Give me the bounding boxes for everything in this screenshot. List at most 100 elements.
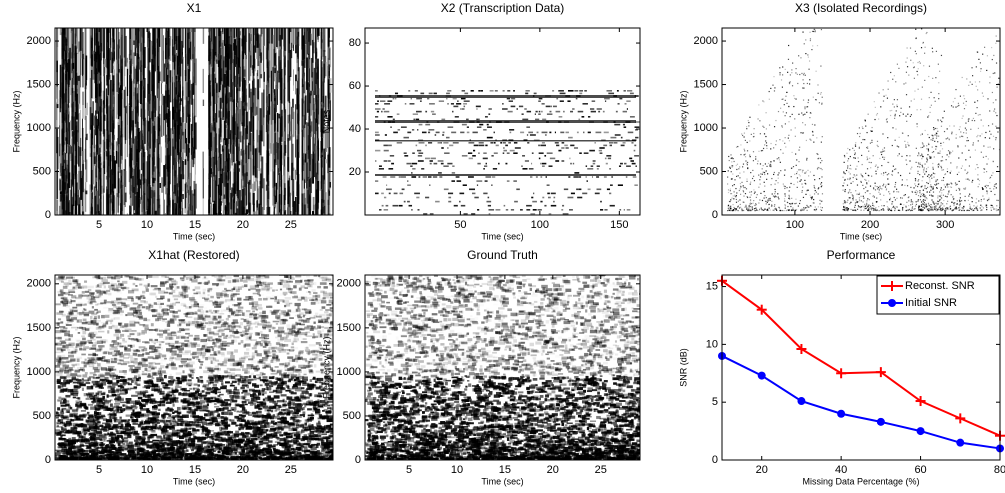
texture [82, 192, 84, 211]
texture [532, 152, 534, 154]
texture [375, 103, 378, 105]
texture [915, 192, 916, 193]
texture [311, 78, 312, 95]
texture [905, 116, 906, 117]
texture [736, 165, 737, 166]
texture [389, 193, 391, 195]
texture [112, 143, 114, 175]
texture [140, 60, 142, 66]
texture [107, 77, 108, 110]
texture [737, 164, 738, 165]
texture [785, 100, 786, 101]
texture [821, 142, 822, 143]
texture [728, 209, 729, 210]
texture [753, 200, 754, 201]
texture [118, 32, 120, 42]
texture [730, 210, 731, 211]
texture [560, 100, 564, 102]
texture [477, 163, 480, 165]
texture [443, 142, 448, 144]
texture [384, 111, 389, 113]
texture [242, 49, 244, 81]
texture [747, 164, 748, 165]
texture [57, 99, 59, 104]
texture [295, 81, 296, 94]
texture [763, 127, 764, 128]
texture [479, 145, 484, 147]
texture [222, 34, 223, 43]
texture [597, 165, 600, 167]
texture [583, 132, 584, 134]
texture [62, 67, 64, 98]
texture [253, 204, 255, 212]
texture [783, 183, 784, 184]
texture [391, 163, 394, 165]
texture [791, 210, 792, 211]
texture [750, 197, 751, 198]
texture [192, 194, 194, 215]
texture [856, 166, 857, 167]
texture [808, 102, 809, 103]
texture [161, 28, 163, 61]
texture [379, 209, 382, 211]
texture [86, 90, 87, 103]
texture [912, 204, 913, 205]
texture [75, 38, 77, 46]
texture [745, 187, 746, 188]
texture [797, 177, 798, 178]
texture [806, 205, 807, 206]
texture [453, 142, 459, 144]
texture [213, 121, 214, 130]
texture [292, 207, 293, 215]
texture [190, 80, 191, 98]
texture [515, 147, 521, 149]
texture [566, 147, 569, 149]
texture [218, 153, 220, 178]
texture [442, 134, 444, 136]
texture [508, 142, 511, 144]
texture [863, 198, 864, 199]
texture [861, 155, 862, 156]
texture [152, 179, 153, 186]
texture [765, 112, 766, 113]
texture [75, 128, 76, 137]
texture [770, 161, 771, 162]
texture [110, 192, 112, 215]
texture [432, 113, 436, 115]
texture [191, 147, 192, 155]
texture [855, 142, 856, 143]
texture [775, 144, 776, 145]
texture [868, 151, 869, 152]
texture [549, 165, 553, 167]
texture [599, 147, 604, 149]
texture [114, 97, 115, 129]
texture [917, 155, 918, 156]
texture [328, 200, 329, 215]
texture [818, 193, 819, 194]
texture [223, 46, 224, 56]
texture [588, 189, 591, 191]
texture [307, 122, 309, 126]
texture [283, 160, 284, 176]
texture [98, 122, 99, 154]
texture [935, 77, 936, 78]
texture [420, 100, 422, 102]
texture [96, 125, 98, 145]
texture [188, 53, 189, 65]
texture [462, 90, 465, 92]
texture [208, 65, 209, 97]
texture [464, 106, 466, 108]
texture [213, 180, 214, 202]
texture [152, 191, 154, 215]
texture [233, 40, 235, 73]
texture [600, 152, 603, 154]
texture [736, 202, 737, 203]
texture [505, 145, 508, 147]
texture [103, 53, 104, 65]
texture [894, 75, 895, 76]
texture [794, 203, 795, 204]
texture [822, 169, 823, 170]
texture [796, 173, 797, 174]
texture [867, 156, 868, 157]
texture [219, 28, 220, 36]
